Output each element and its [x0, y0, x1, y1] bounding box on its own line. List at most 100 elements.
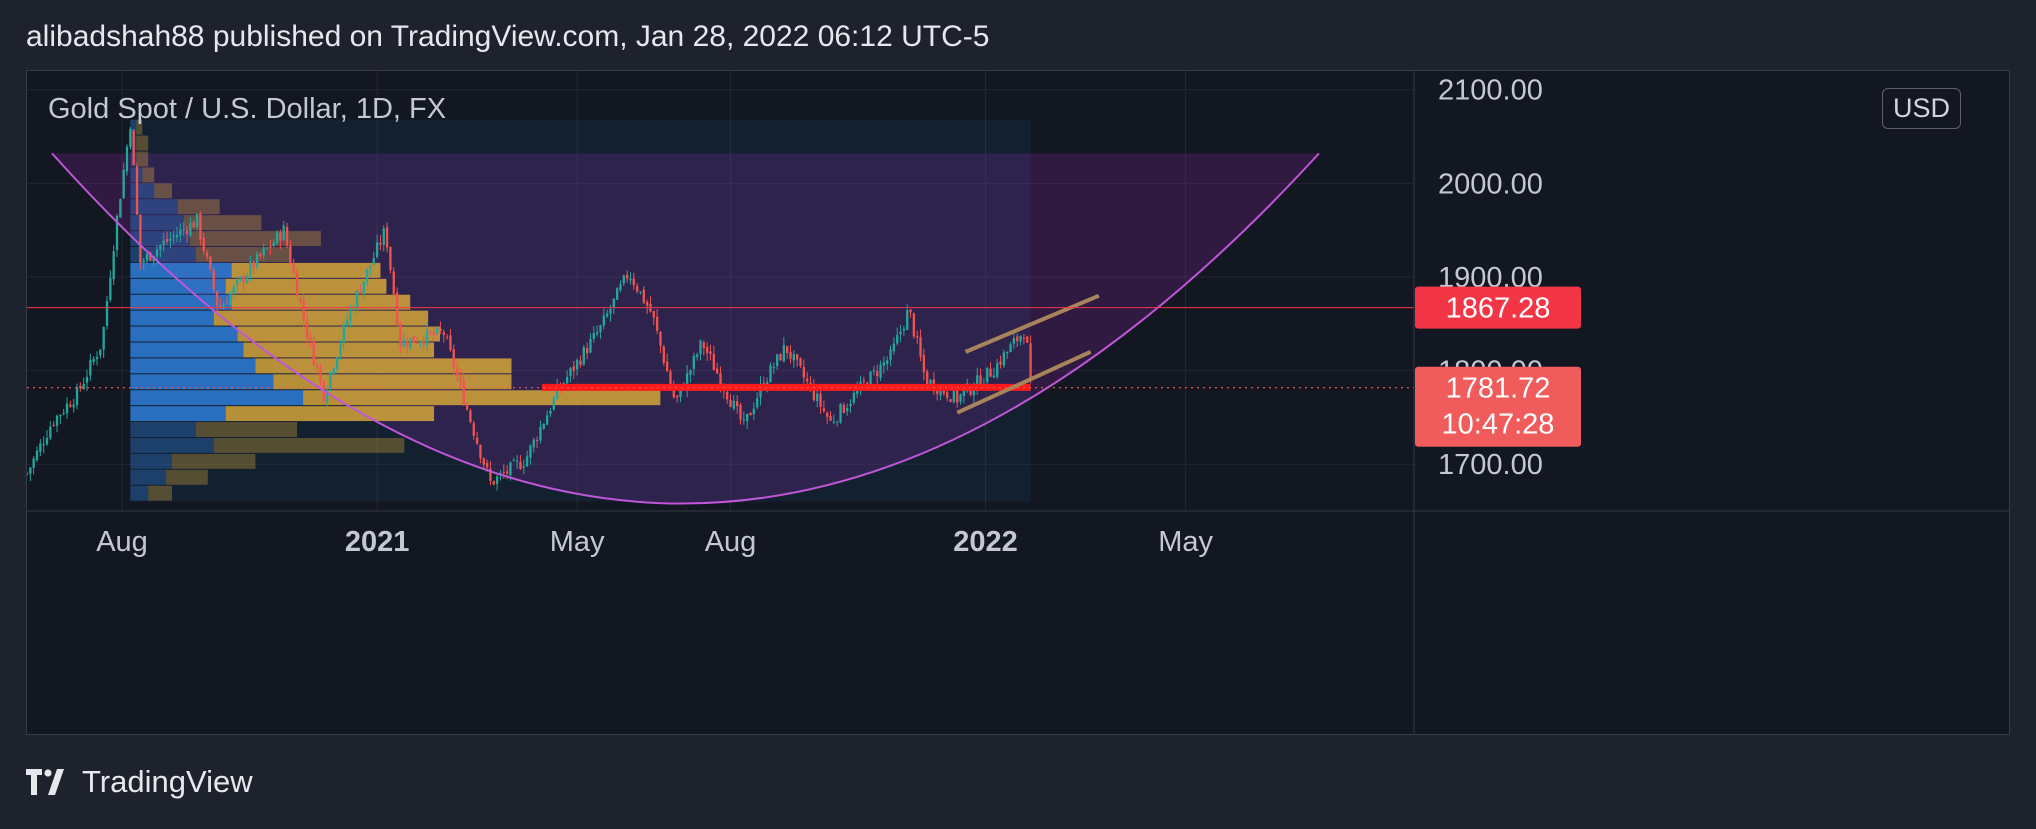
- candle-body: [979, 375, 982, 388]
- candle-body: [185, 230, 189, 235]
- candle-body: [1026, 336, 1029, 343]
- candle-body: [389, 247, 392, 270]
- volume-profile-bar-up: [130, 422, 196, 437]
- y-tick-label: 1700.00: [1438, 449, 1543, 481]
- candle-body: [479, 444, 482, 459]
- tradingview-logo[interactable]: TradingView: [26, 764, 253, 800]
- chart-canvas[interactable]: 1700.001800.001900.002000.002100.00Aug20…: [27, 71, 2010, 735]
- candle-body: [909, 309, 912, 313]
- volume-profile-bar-down: [172, 453, 256, 469]
- candle-body: [816, 393, 819, 401]
- candle-body: [369, 265, 372, 269]
- candle-body: [145, 253, 149, 261]
- candle-body: [45, 438, 49, 445]
- currency-button[interactable]: USD: [1882, 88, 1962, 129]
- candle-body: [786, 346, 789, 354]
- candle-body: [179, 229, 182, 236]
- current-price-tag: [1415, 366, 1581, 447]
- last-price-tag: [1415, 286, 1581, 329]
- volume-profile-bar-down: [303, 390, 661, 406]
- volume-profile-bar-down: [136, 151, 149, 167]
- candle-body: [846, 408, 849, 412]
- candle-body: [395, 292, 399, 325]
- candle-body: [65, 403, 69, 414]
- candle-body: [869, 371, 872, 389]
- chart-frame[interactable]: 1700.001800.001900.002000.002100.00Aug20…: [26, 70, 2010, 735]
- candle-body: [325, 390, 329, 403]
- candle-body: [495, 476, 499, 484]
- volume-profile-bar-up: [130, 215, 184, 231]
- candle-body: [522, 466, 525, 468]
- candle-body: [939, 387, 942, 396]
- candle-body: [585, 348, 589, 354]
- candle-body: [826, 412, 829, 417]
- candle-body: [819, 393, 822, 407]
- candle-body: [726, 392, 729, 400]
- candle-body: [712, 354, 715, 371]
- volume-profile-bar-down: [148, 485, 173, 501]
- candle-body: [382, 228, 385, 245]
- candle-body: [582, 347, 585, 365]
- candle-body: [399, 323, 402, 347]
- candle-body: [39, 443, 42, 452]
- candle-body: [972, 389, 976, 396]
- candle-body: [319, 369, 322, 381]
- candle-body: [309, 337, 312, 341]
- candle-body: [232, 286, 235, 294]
- candle-body: [609, 308, 612, 314]
- candle-body: [769, 365, 772, 383]
- candle-body: [749, 412, 752, 416]
- candle-body: [472, 423, 475, 436]
- candle-body: [715, 368, 719, 374]
- candle-body: [555, 385, 559, 400]
- candle-body: [492, 480, 495, 485]
- candle-body: [95, 357, 99, 360]
- candle-body: [159, 245, 162, 250]
- candle-body: [55, 415, 59, 426]
- volume-profile-bar-down: [195, 247, 292, 262]
- candle-body: [212, 270, 215, 290]
- candle-body: [956, 389, 959, 403]
- candle-body: [986, 367, 989, 383]
- candle-body: [569, 367, 572, 377]
- x-tick-label: 2022: [953, 526, 1018, 558]
- volume-profile-bar-down: [225, 406, 435, 422]
- volume-profile-bar-up: [130, 358, 256, 374]
- x-tick-label: Aug: [96, 526, 148, 558]
- candle-body: [672, 384, 675, 398]
- candle-body: [335, 357, 339, 370]
- candle-body: [89, 360, 92, 376]
- candle-body: [662, 346, 665, 364]
- candle-body: [345, 320, 349, 326]
- candle-body: [69, 404, 72, 407]
- candle-body: [132, 130, 135, 165]
- candle-body: [779, 354, 782, 361]
- candle-body: [575, 359, 579, 370]
- candle-body: [669, 371, 672, 386]
- candle-body: [92, 358, 95, 362]
- candle-body: [1012, 338, 1016, 344]
- candle-body: [796, 354, 799, 360]
- candle-body: [729, 400, 732, 408]
- x-tick-label: Aug: [705, 526, 757, 558]
- volume-profile-bar-up: [130, 231, 190, 246]
- candle-body: [329, 372, 332, 389]
- candle-body: [262, 248, 265, 256]
- candle-body: [922, 354, 926, 373]
- price-tags: 1867.28 1781.72 10:47:28: [1415, 286, 1581, 447]
- brand-name: TradingView: [82, 764, 253, 799]
- channel-line-upper: [964, 293, 1100, 354]
- candle-body: [679, 386, 682, 398]
- volume-profile-bar-down: [231, 294, 411, 310]
- candle-body: [27, 473, 29, 475]
- candle-body: [32, 458, 35, 468]
- candle-body: [639, 291, 642, 293]
- candle-body: [245, 275, 249, 283]
- last-price-tag-text: 1867.28: [1446, 293, 1551, 325]
- candle-body: [502, 472, 505, 474]
- candle-body: [842, 404, 846, 413]
- candle-body: [719, 373, 722, 387]
- candle-body: [359, 291, 362, 294]
- candle-body: [989, 368, 992, 377]
- volume-profile-bar-up: [130, 469, 167, 485]
